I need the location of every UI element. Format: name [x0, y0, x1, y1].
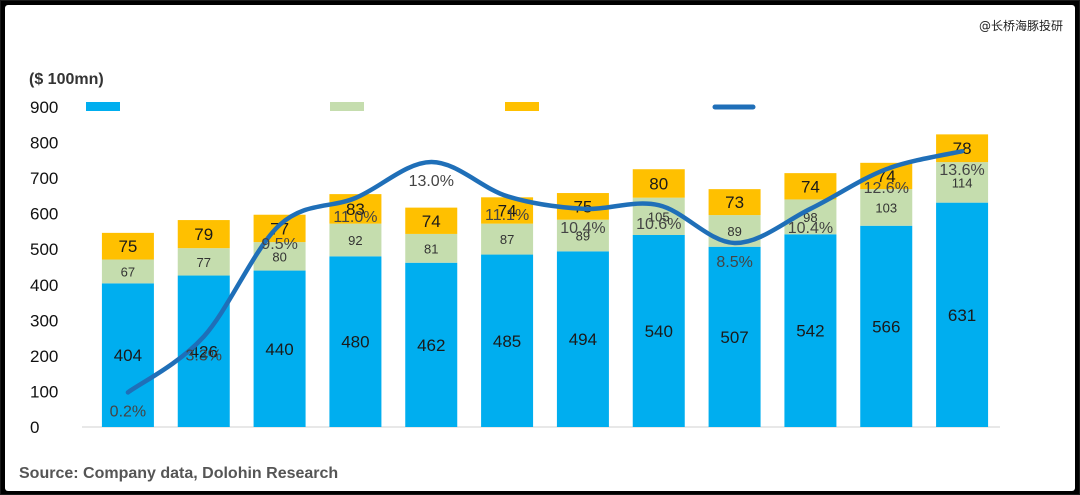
- bar-value-label: 75: [118, 237, 137, 256]
- growth-label: 10.6%: [636, 216, 681, 233]
- bar-value-label: 77: [197, 255, 211, 270]
- y-tick-label: 200: [30, 347, 58, 366]
- bar-value-label: 74: [801, 177, 820, 196]
- bar-value-label: 74: [422, 212, 441, 231]
- bar-value-label: 81: [424, 241, 438, 256]
- bar-value-label: 78: [953, 139, 972, 158]
- y-tick-label: 800: [30, 134, 58, 153]
- bar-segment-1: [784, 234, 837, 427]
- y-tick-label: 600: [30, 205, 58, 224]
- bar-segment-1: [632, 235, 685, 427]
- bar-value-label: 103: [875, 200, 897, 215]
- growth-label: 9.5%: [261, 236, 297, 253]
- y-tick-label: 500: [30, 240, 58, 259]
- bar-segment-3: [101, 232, 154, 260]
- bar-segment-1: [253, 270, 306, 427]
- bar-value-label: 494: [569, 330, 597, 349]
- bar-value-label: 105: [648, 209, 670, 224]
- bar-segment-3: [405, 207, 458, 234]
- growth-label: 11.0%: [333, 209, 377, 226]
- bar-segment-3: [784, 173, 837, 200]
- bar-value-label: 631: [948, 306, 976, 325]
- watermark: @长桥海豚投研: [978, 19, 1063, 33]
- bar-segment-2: [101, 259, 154, 284]
- bar-value-label: 92: [348, 233, 362, 248]
- bar-segment-1: [708, 246, 761, 427]
- bar-segment-1: [101, 283, 154, 427]
- bar-segment-1: [329, 256, 382, 427]
- plot-area: [74, 98, 1010, 434]
- legend-swatch-3: [505, 102, 539, 111]
- bar-value-label: 404: [114, 346, 142, 365]
- bar-segment-2: [329, 223, 382, 257]
- legend-swatch-1: [86, 102, 120, 111]
- bar-segment-1: [936, 202, 989, 427]
- y-tick-label: 900: [30, 98, 58, 117]
- bar-segment-2: [481, 223, 534, 255]
- bar-segment-2: [556, 219, 609, 252]
- bar-value-label: 77: [270, 219, 289, 238]
- bar-segment-1: [481, 254, 534, 427]
- bar-segment-1: [405, 262, 458, 427]
- bar-value-label: 87: [500, 232, 514, 247]
- bar-segment-3: [632, 169, 685, 198]
- y-tick-label: 700: [30, 169, 58, 188]
- y-axis-unit-label: ($ 100mn): [29, 71, 104, 88]
- bar-value-label: 80: [649, 174, 668, 193]
- bar-value-label: 507: [720, 328, 748, 347]
- bar-segment-2: [860, 189, 913, 226]
- growth-label: 8.5%: [716, 254, 752, 271]
- bar-value-label: 79: [194, 225, 213, 244]
- bar-segment-1: [556, 251, 609, 427]
- growth-label: 0.2%: [110, 403, 146, 420]
- bar-segment-3: [253, 214, 306, 243]
- bar-value-label: 83: [346, 200, 365, 219]
- y-tick-label: 400: [30, 276, 58, 295]
- growth-label: 13.6%: [939, 162, 984, 179]
- growth-label: 10.4%: [788, 220, 833, 237]
- source-note: Source: Company data, Dolohin Research: [19, 465, 339, 482]
- bar-value-label: 480: [341, 333, 369, 352]
- bar-value-label: 540: [645, 322, 673, 341]
- bar-segment-3: [936, 134, 989, 163]
- bar-segment-2: [405, 233, 458, 263]
- y-tick-label: 100: [30, 382, 58, 401]
- bar-value-label: 89: [727, 224, 741, 239]
- y-tick-label: 300: [30, 311, 58, 330]
- bar-value-label: 462: [417, 336, 445, 355]
- bar-value-label: 89: [576, 229, 590, 244]
- growth-label: 10.4%: [560, 220, 605, 237]
- bar-segment-3: [708, 189, 761, 216]
- y-tick-label: 0: [30, 418, 39, 437]
- growth-label: 12.6%: [864, 180, 909, 197]
- bar-value-label: 80: [272, 249, 286, 264]
- bar-segment-1: [860, 225, 913, 427]
- legend-swatch-2: [330, 102, 364, 111]
- bar-value-label: 440: [265, 340, 293, 359]
- bar-value-label: 566: [872, 317, 900, 336]
- bar-segment-2: [177, 248, 230, 276]
- bar-segment-2: [936, 162, 989, 203]
- bar-value-label: 67: [121, 264, 135, 279]
- bar-value-label: 426: [190, 342, 218, 361]
- bar-value-label: 73: [725, 193, 744, 212]
- bar-value-label: 542: [796, 322, 824, 341]
- growth-label: 11.1%: [485, 207, 529, 224]
- bar-value-label: 485: [493, 332, 521, 351]
- growth-line: [125, 148, 965, 395]
- bar-value-label: 114: [952, 175, 973, 190]
- bar-segment-3: [177, 220, 230, 249]
- bar-value-label: 98: [803, 210, 817, 225]
- growth-label: 3.3%: [186, 348, 222, 365]
- growth-label: 13.0%: [409, 173, 454, 190]
- bar-value-label: 74: [498, 201, 517, 220]
